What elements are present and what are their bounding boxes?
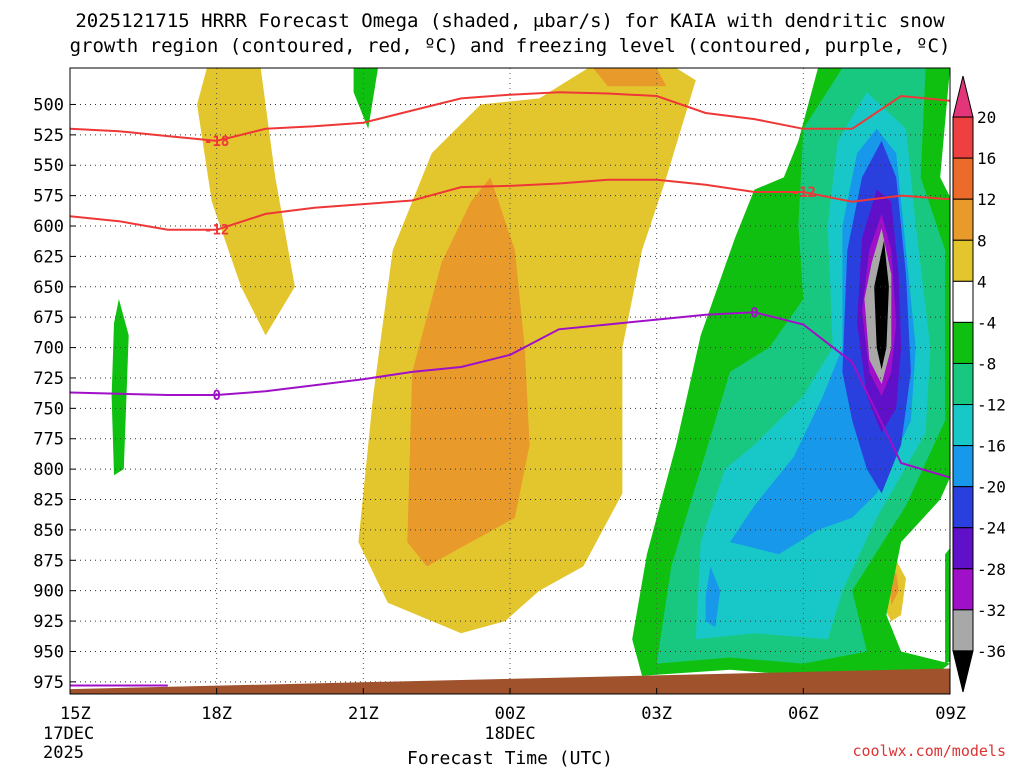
x-sublabel-0-1: 2025 <box>43 743 84 763</box>
omega-region-2 <box>407 177 530 567</box>
y-tick-label-3: 575 <box>33 187 64 207</box>
colorbar-swatch-6 <box>952 321 974 364</box>
colorbar-swatch-4 <box>952 239 974 282</box>
colorbar-swatch-13 <box>952 609 974 652</box>
x-tick-label-3: 00Z <box>495 704 526 724</box>
contour-label-4: 0 <box>750 305 758 321</box>
colorbar-swatch-2 <box>952 157 974 200</box>
colorbar-swatch-5 <box>952 280 974 323</box>
x-tick-label-4: 03Z <box>641 704 672 724</box>
contour-label-3: 0 <box>212 388 220 404</box>
chart-title-line1: 2025121715 HRRR Forecast Omega (shaded, … <box>75 10 945 32</box>
y-tick-label-7: 675 <box>33 308 64 328</box>
y-tick-label-9: 725 <box>33 369 64 389</box>
y-tick-label-17: 925 <box>33 612 64 632</box>
x-tick-label-6: 09Z <box>935 704 966 724</box>
y-tick-label-14: 850 <box>33 521 64 541</box>
colorbar-swatch-1 <box>952 116 974 159</box>
watermark-text: coolwx.com/models <box>852 742 1006 760</box>
colorbar-label-2: 12 <box>977 190 996 209</box>
colorbar-swatch-14 <box>952 650 974 693</box>
colorbar-swatch-0 <box>952 75 974 118</box>
colorbar-swatch-9 <box>952 445 974 488</box>
y-tick-label-6: 650 <box>33 278 64 298</box>
temperature-contour-2 <box>70 311 950 479</box>
y-tick-label-16: 900 <box>33 582 64 602</box>
ground-terrain <box>70 668 950 694</box>
y-tick-label-11: 775 <box>33 430 64 450</box>
omega-region-14 <box>705 566 721 628</box>
colorbar-label-9: -20 <box>977 478 1006 497</box>
y-tick-label-4: 600 <box>33 217 64 237</box>
y-tick-label-13: 825 <box>33 491 64 511</box>
colorbar-label-12: -32 <box>977 601 1006 620</box>
x-axis-label: Forecast Time (UTC) <box>407 748 613 768</box>
temperature-contour-0 <box>70 91 950 142</box>
y-tick-label-8: 700 <box>33 339 64 359</box>
colorbar: 20 16 12 8 4 -4 -8 -12 -16 -20 -24 -28 -32 -36 <box>952 75 1006 693</box>
y-tick-label-1: 525 <box>33 126 64 146</box>
colorbar-swatch-12 <box>952 568 974 611</box>
omega-region-0 <box>197 68 295 336</box>
colorbar-label-13: -36 <box>977 642 1006 661</box>
y-tick-label-12: 800 <box>33 460 64 480</box>
colorbar-swatch-10 <box>952 486 974 529</box>
y-tick-label-5: 625 <box>33 247 64 267</box>
x-sublabel-0-0: 17DEC <box>43 724 94 744</box>
chart-title-line2: growth region (contoured, red, ºC) and f… <box>70 35 951 57</box>
colorbar-label-3: 8 <box>977 231 987 250</box>
y-tick-label-10: 750 <box>33 399 64 419</box>
colorbar-swatch-7 <box>952 362 974 406</box>
colorbar-label-5: -4 <box>977 313 996 332</box>
omega-region-7 <box>111 299 129 476</box>
colorbar-label-0: 20 <box>977 108 996 127</box>
x-tick-label-5: 06Z <box>788 704 819 724</box>
omega-region-19 <box>874 240 889 370</box>
y-tick-label-0: 500 <box>33 95 64 115</box>
y-tick-label-18: 950 <box>33 642 64 662</box>
x-tick-label-0: 15Z <box>60 704 91 724</box>
colorbar-label-11: -28 <box>977 560 1006 579</box>
axes: 500 525 550 575 600 625 650 675 700 725 750 775 800 8… <box>33 95 966 763</box>
omega-region-3 <box>593 68 667 87</box>
y-tick-label-15: 875 <box>33 551 64 571</box>
contour-label-0: -18 <box>204 134 229 150</box>
colorbar-label-6: -8 <box>977 354 996 373</box>
omega-region-8 <box>353 68 378 129</box>
y-tick-label-2: 550 <box>33 156 64 176</box>
x-sublabel-1-0: 18DEC <box>484 724 535 744</box>
plot-area: -18 -12 -12 0 0 <box>69 67 951 695</box>
colorbar-swatch-3 <box>952 198 974 241</box>
x-tick-label-1: 18Z <box>201 704 232 724</box>
plot-content: -18 -12 -12 0 0 <box>70 68 950 694</box>
colorbar-swatch-11 <box>952 527 974 570</box>
colorbar-label-4: 4 <box>977 272 987 291</box>
temperature-contour-1 <box>70 178 950 231</box>
colorbar-label-1: 16 <box>977 149 996 168</box>
omega-region-10 <box>945 548 950 664</box>
x-tick-label-2: 21Z <box>348 704 379 724</box>
contour-label-1: -12 <box>204 223 229 239</box>
colorbar-label-8: -16 <box>977 437 1006 456</box>
colorbar-swatch-8 <box>952 404 974 447</box>
y-tick-label-19: 975 <box>33 673 64 693</box>
contour-label-2: -12 <box>791 185 816 201</box>
colorbar-label-7: -12 <box>977 396 1006 415</box>
colorbar-label-10: -24 <box>977 519 1006 538</box>
